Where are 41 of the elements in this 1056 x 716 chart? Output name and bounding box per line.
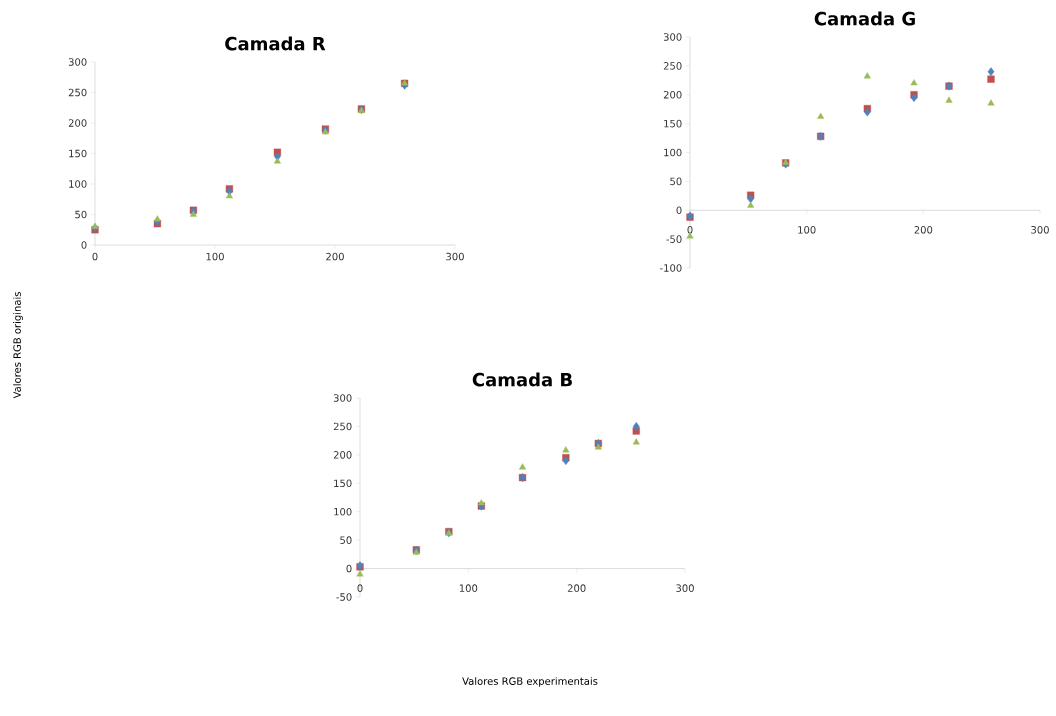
x-tick-label: 0 — [92, 252, 98, 261]
y-tick-label: 0 — [676, 206, 682, 215]
x-tick-label: 0 — [357, 584, 363, 592]
y-tick-label: 250 — [68, 88, 87, 97]
chart-title: Camada G — [814, 11, 915, 26]
y-tick-label: 150 — [69, 149, 87, 158]
x-axis-title: Valores RGB experimentais — [462, 677, 598, 687]
y-tick-label: 150 — [664, 119, 682, 128]
y-tick-label: 300 — [333, 394, 352, 402]
y-tick-label: 250 — [333, 422, 352, 431]
x-tick-label: 200 — [567, 584, 586, 592]
x-tick-label: 100 — [798, 226, 816, 234]
y-tick-label: 100 — [334, 507, 352, 516]
y-tick-label: 0 — [346, 564, 352, 573]
y-axis-title: Valores RGB originais — [13, 292, 23, 399]
y-tick-label: -50 — [666, 235, 682, 243]
x-tick-label: 100 — [459, 584, 478, 592]
chart-title: Camada R — [225, 36, 326, 51]
y-tick-label: 300 — [663, 33, 682, 41]
y-tick-label: -50 — [336, 593, 352, 601]
y-tick-label: 50 — [670, 177, 682, 186]
y-tick-label: 100 — [664, 148, 682, 157]
y-tick-label: 200 — [663, 90, 682, 99]
chart-title: Camada B — [472, 372, 572, 387]
x-tick-label: 200 — [914, 226, 933, 234]
y-tick-label: 50 — [340, 536, 352, 544]
x-tick-label: 200 — [326, 252, 344, 261]
y-tick-label: 50 — [75, 210, 87, 219]
y-tick-label: 250 — [663, 62, 682, 70]
x-tick-label: 300 — [1031, 226, 1049, 234]
y-tick-label: 100 — [69, 180, 87, 188]
y-tick-label: 300 — [68, 58, 87, 66]
y-tick-label: 150 — [334, 479, 352, 488]
x-tick-label: 0 — [687, 226, 693, 234]
x-tick-label: 300 — [446, 252, 464, 261]
y-tick-label: 0 — [81, 241, 87, 249]
y-tick-label: 200 — [68, 119, 87, 127]
x-tick-label: 100 — [206, 252, 224, 261]
y-tick-label: 200 — [333, 451, 352, 459]
y-tick-label: -100 — [660, 264, 682, 272]
x-tick-label: 300 — [676, 584, 694, 592]
